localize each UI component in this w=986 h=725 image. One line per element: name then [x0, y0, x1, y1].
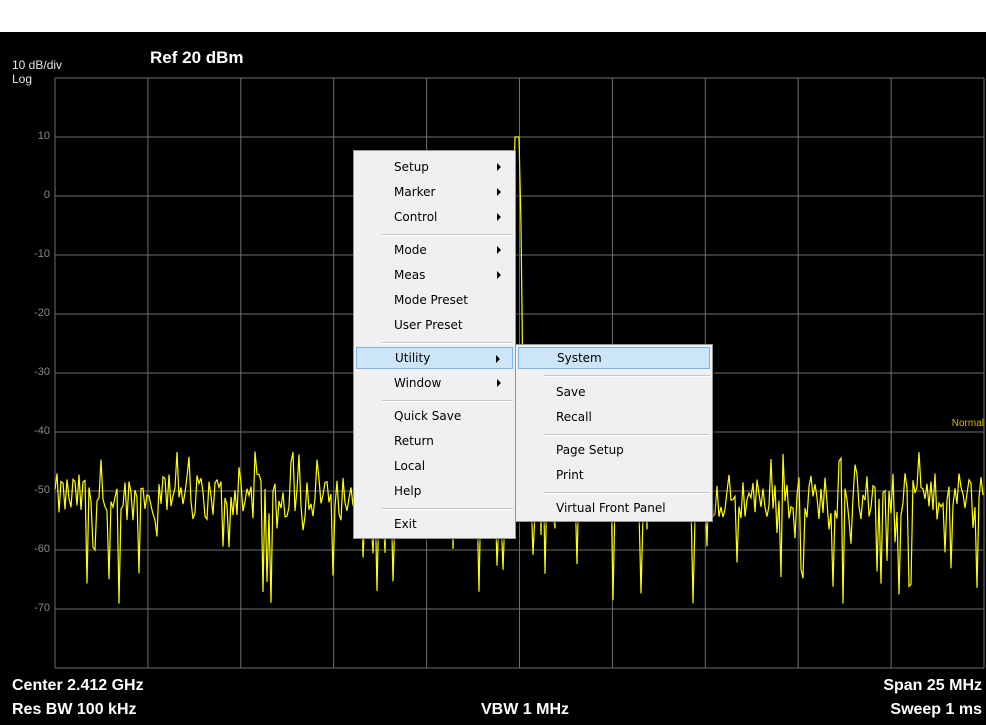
menu-item-user-preset[interactable]: User Preset: [356, 314, 513, 336]
menu-item-label: Utility: [395, 351, 431, 365]
menu-item-label: Help: [394, 484, 422, 498]
menu-item-label: System: [557, 351, 602, 365]
submenu-item-print[interactable]: Print: [518, 464, 710, 486]
menu-separator: [382, 234, 513, 236]
trace-status-label: Normal: [951, 418, 984, 429]
menu-item-label: Setup: [394, 160, 429, 174]
menu-item-mode-preset[interactable]: Mode Preset: [356, 289, 513, 311]
menu-item-local[interactable]: Local: [356, 455, 513, 477]
context-menu: Setup Marker Control Mode Meas Mode Preset Use…: [353, 150, 516, 539]
video-bandwidth: VBW 1 MHz: [481, 701, 569, 718]
menu-item-label: Quick Save: [394, 409, 462, 423]
submenu-arrow-icon: [497, 271, 501, 279]
menu-item-help[interactable]: Help: [356, 480, 513, 502]
y-axis-label: -10: [34, 248, 50, 260]
menu-item-label: Virtual Front Panel: [556, 501, 666, 515]
menu-item-exit[interactable]: Exit: [356, 513, 513, 535]
menu-item-label: User Preset: [394, 318, 463, 332]
menu-item-label: Mode Preset: [394, 293, 468, 307]
menu-item-utility[interactable]: Utility: [356, 347, 513, 369]
menu-item-label: Exit: [394, 517, 417, 531]
menu-item-setup[interactable]: Setup: [356, 156, 513, 178]
menu-item-window[interactable]: Window: [356, 372, 513, 394]
y-axis-label: -30: [34, 366, 50, 378]
menu-item-label: Local: [394, 459, 426, 473]
menu-separator: [544, 434, 710, 436]
menu-item-label: Save: [556, 385, 586, 399]
y-axis-label: 10: [37, 130, 50, 142]
y-axis-label: -20: [34, 307, 50, 319]
menu-item-label: Window: [394, 376, 442, 390]
y-axis-label: -60: [34, 543, 50, 555]
submenu-item-virtual-front-panel[interactable]: Virtual Front Panel: [518, 497, 710, 519]
resolution-bandwidth: Res BW 100 kHz: [12, 701, 137, 718]
menu-item-label: Meas: [394, 268, 426, 282]
submenu-arrow-icon: [497, 163, 501, 171]
submenu-item-page-setup[interactable]: Page Setup: [518, 439, 710, 461]
menu-item-label: Return: [394, 434, 434, 448]
submenu-arrow-icon: [497, 246, 501, 254]
sweep-time: Sweep 1 ms: [890, 701, 982, 718]
menu-item-return[interactable]: Return: [356, 430, 513, 452]
menu-item-mode[interactable]: Mode: [356, 239, 513, 261]
reference-level: Ref 20 dBm: [150, 48, 244, 67]
menu-separator: [544, 492, 710, 494]
scale-per-division: 10 dB/div: [12, 58, 63, 72]
menu-item-label: Page Setup: [556, 443, 624, 457]
menu-item-label: Marker: [394, 185, 436, 199]
center-frequency: Center 2.412 GHz: [12, 677, 144, 694]
scale-type: Log: [12, 72, 33, 86]
menu-item-label: Recall: [556, 410, 592, 424]
frequency-span: Span 25 MHz: [883, 677, 982, 694]
y-axis-label: -70: [34, 602, 50, 614]
submenu-item-save[interactable]: Save: [518, 381, 710, 403]
menu-item-control[interactable]: Control: [356, 206, 513, 228]
spectrum-trace: [54, 136, 984, 604]
menu-item-label: Control: [394, 210, 438, 224]
menu-item-label: Mode: [394, 243, 427, 257]
menu-item-quick-save[interactable]: Quick Save: [356, 405, 513, 427]
y-axis-label: -50: [34, 484, 50, 496]
submenu-arrow-icon: [497, 188, 501, 196]
submenu-item-recall[interactable]: Recall: [518, 406, 710, 428]
submenu-arrow-icon: [497, 379, 501, 387]
menu-separator: [382, 342, 513, 344]
menu-item-meas[interactable]: Meas: [356, 264, 513, 286]
menu-item-marker[interactable]: Marker: [356, 181, 513, 203]
menu-separator: [382, 400, 513, 402]
menu-separator: [544, 375, 710, 377]
utility-submenu: System Save Recall Page Setup Print Virtual F…: [515, 344, 713, 522]
submenu-item-system[interactable]: System: [518, 347, 710, 369]
menu-separator: [382, 508, 513, 510]
submenu-arrow-icon: [496, 355, 500, 363]
y-axis-label: -40: [34, 425, 50, 437]
submenu-arrow-icon: [497, 213, 501, 221]
y-axis-label: 0: [43, 189, 50, 201]
menu-item-label: Print: [556, 468, 584, 482]
